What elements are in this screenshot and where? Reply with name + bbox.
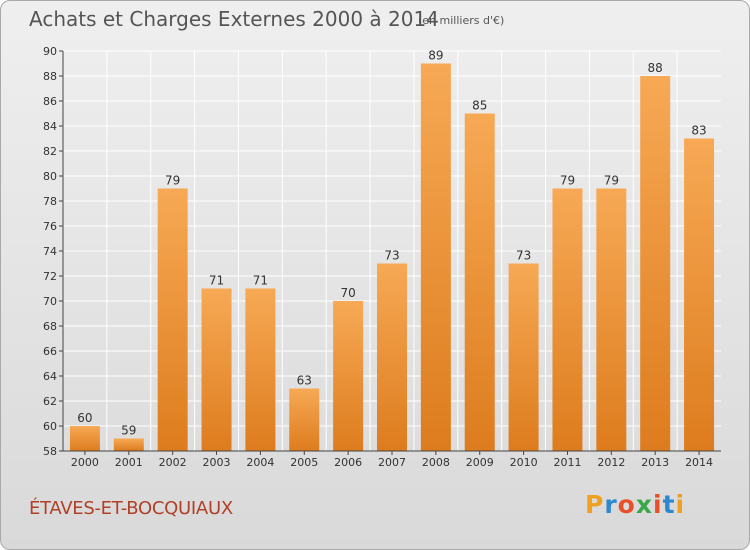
chart-subtitle: (en milliers d'€) xyxy=(418,14,505,27)
bar-2013 xyxy=(640,76,671,451)
data-label-2003: 71 xyxy=(209,274,224,288)
logo-letter: P xyxy=(585,490,605,519)
y-tick-label: 70 xyxy=(43,295,57,308)
x-tick-label-2011: 2011 xyxy=(553,456,581,469)
x-tick-label-2006: 2006 xyxy=(334,456,362,469)
bar-2010 xyxy=(508,263,539,451)
bar-2012 xyxy=(596,188,627,451)
y-tick-label: 76 xyxy=(43,220,57,233)
y-tick-label: 88 xyxy=(43,70,57,83)
bar-2004 xyxy=(245,288,276,451)
data-label-2001: 59 xyxy=(121,424,136,438)
x-tick-label-2014: 2014 xyxy=(685,456,713,469)
data-label-2013: 88 xyxy=(648,61,663,75)
logo-letter: i xyxy=(675,490,686,519)
bar-2008 xyxy=(420,63,451,451)
x-tick-label-2010: 2010 xyxy=(510,456,538,469)
logo-letter: o xyxy=(617,490,636,519)
x-tick-label-2012: 2012 xyxy=(597,456,625,469)
y-tick-label: 64 xyxy=(43,370,57,383)
commune-name: ÉTAVES-ET-BOCQUIAUX xyxy=(29,498,233,519)
bar-2009 xyxy=(464,113,495,451)
y-tick-label: 68 xyxy=(43,320,57,333)
x-tick-label-2005: 2005 xyxy=(290,456,318,469)
y-tick-label: 86 xyxy=(43,95,57,108)
x-tick-label-2002: 2002 xyxy=(159,456,187,469)
y-tick-label: 58 xyxy=(43,445,57,458)
bar-chart: 60 59 79 71 71 63 70 73 89 85 73 79 79 88 83 58 60 62 64 6… xyxy=(43,45,721,469)
x-tick-label-2013: 2013 xyxy=(641,456,669,469)
bar-2007 xyxy=(377,263,407,451)
logo-letter: t xyxy=(662,490,676,519)
bar-2011 xyxy=(552,188,583,451)
x-tick-label-2003: 2003 xyxy=(203,456,231,469)
y-tick-label: 72 xyxy=(43,270,57,283)
x-tick-label-2007: 2007 xyxy=(378,456,406,469)
logo-letter: r xyxy=(604,490,618,519)
data-label-2007: 73 xyxy=(384,249,399,263)
data-label-2014: 83 xyxy=(691,124,706,138)
y-tick-label: 66 xyxy=(43,345,57,358)
data-label-2012: 79 xyxy=(604,174,619,188)
proxiti-logo[interactable]: Proxiti xyxy=(585,490,685,519)
data-label-2006: 70 xyxy=(340,286,355,300)
bar-2005 xyxy=(289,388,320,451)
bar-2002 xyxy=(157,188,188,451)
data-label-2005: 63 xyxy=(297,374,312,388)
bar-2006 xyxy=(333,301,364,451)
y-tick-label: 90 xyxy=(43,45,57,58)
data-label-2010: 73 xyxy=(516,249,531,263)
y-tick-label: 62 xyxy=(43,395,57,408)
x-tick-label-2004: 2004 xyxy=(246,456,274,469)
x-tick-label-2008: 2008 xyxy=(422,456,450,469)
logo-letter: x xyxy=(635,490,653,519)
data-label-2008: 89 xyxy=(428,49,443,63)
data-label-2000: 60 xyxy=(77,411,92,425)
y-tick-label: 78 xyxy=(43,195,57,208)
y-tick-label: 80 xyxy=(43,170,57,183)
y-tick-label: 84 xyxy=(43,120,57,133)
bar-2003 xyxy=(201,288,232,451)
bar-2001 xyxy=(113,438,144,451)
x-tick-label-2000: 2000 xyxy=(71,456,99,469)
y-tick-label: 82 xyxy=(43,145,57,158)
data-label-2002: 79 xyxy=(165,174,180,188)
y-tick-label: 60 xyxy=(43,420,57,433)
bar-2000 xyxy=(69,426,100,451)
x-tick-label-2001: 2001 xyxy=(115,456,143,469)
axis-layer: 58 60 62 64 66 68 70 72 74 76 78 80 82 84 86 88 90 2000 20… xyxy=(43,45,721,469)
data-label-2011: 79 xyxy=(560,174,575,188)
chart-title: Achats et Charges Externes 2000 à 2014 xyxy=(29,7,439,31)
bar-2014 xyxy=(684,138,715,451)
x-tick-label-2009: 2009 xyxy=(466,456,494,469)
y-tick-label: 74 xyxy=(43,245,57,258)
logo-letter: i xyxy=(653,490,663,519)
data-label-2004: 71 xyxy=(253,274,268,288)
data-label-2009: 85 xyxy=(472,99,487,113)
bars-layer: 60 59 79 71 71 63 70 73 89 85 73 79 79 88 83 xyxy=(69,49,715,451)
